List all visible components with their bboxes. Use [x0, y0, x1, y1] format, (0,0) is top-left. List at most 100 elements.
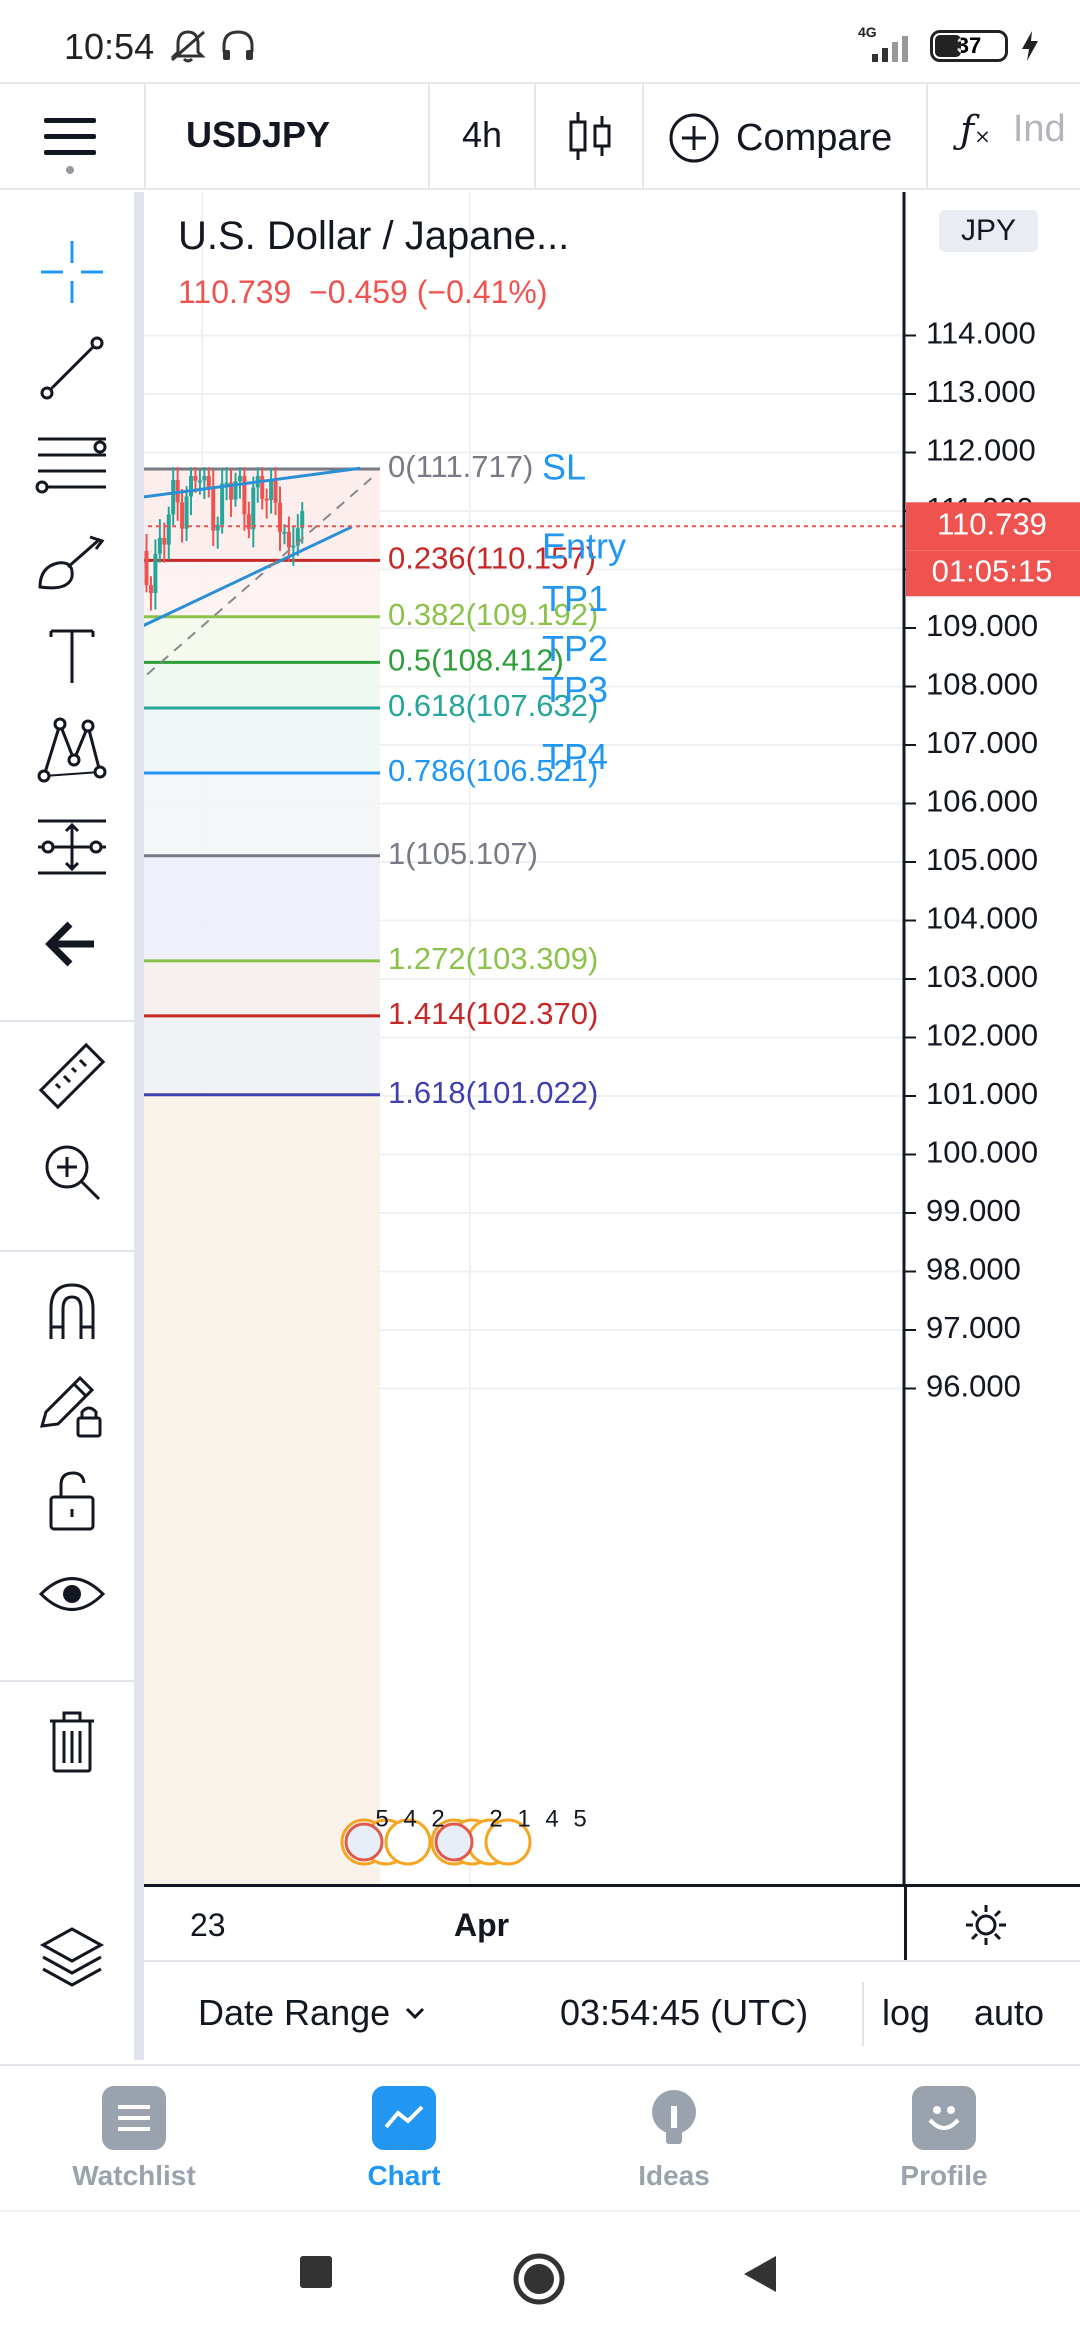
pattern-tool[interactable] [26, 710, 118, 790]
currency-chip[interactable]: JPY [939, 210, 1039, 252]
candle-body [286, 531, 291, 548]
chart-type-button[interactable] [560, 106, 620, 171]
candle-body [189, 475, 193, 497]
toolbar-divider [144, 84, 146, 188]
back-button[interactable] [740, 2252, 780, 2296]
indicators-button[interactable]: ƒ× Ind [960, 108, 1066, 152]
auto-scale-toggle[interactable]: auto [974, 1992, 1045, 2033]
candle-body [273, 480, 278, 503]
text-icon [49, 629, 95, 683]
price-tick-label: 102.000 [926, 1018, 1038, 1053]
indicators-label: Ind [1012, 108, 1066, 150]
event-badge [384, 1818, 432, 1866]
smiley-icon [912, 2086, 976, 2150]
nav-ideas[interactable]: Ideas [574, 2086, 774, 2192]
notifications-off-icon [170, 30, 206, 63]
price-chart[interactable]: 0(111.717) 0.236(110.157) 0.382(109.192) 0.… [144, 192, 1080, 1884]
magnet-tool[interactable] [26, 1270, 118, 1350]
toolbar-divider [534, 84, 536, 188]
candle-body [166, 514, 171, 545]
brush-tool[interactable] [26, 522, 118, 602]
menu-button[interactable] [0, 84, 144, 188]
countdown-label: 01:05:15 [932, 553, 1053, 588]
wedge-upper-line [144, 466, 361, 499]
wedge-lower-line [144, 525, 353, 627]
price-tick-label: 109.000 [926, 608, 1038, 643]
nav-ideas-label: Ideas [638, 2160, 710, 2191]
interval-button[interactable]: 4h [462, 114, 503, 155]
nav-chart[interactable]: Chart [304, 2086, 504, 2192]
hide-drawings-tool[interactable] [26, 1554, 118, 1634]
home-button[interactable] [512, 2252, 566, 2306]
hide-toolbar-button[interactable] [26, 904, 118, 984]
candle-body [148, 585, 153, 594]
symbol-search-button[interactable]: USDJPY [186, 114, 331, 155]
event-count: 5 [573, 1805, 586, 1832]
toolbar-divider [642, 84, 644, 188]
compare-label: Compare [736, 116, 893, 159]
nav-profile-label: Profile [900, 2160, 988, 2191]
nav-chart-label: Chart [367, 2160, 441, 2191]
candle-body [197, 480, 202, 483]
lock-drawing-tool[interactable] [26, 1364, 118, 1444]
hamburger-icon [44, 118, 96, 174]
log-scale-toggle[interactable]: log [882, 1992, 931, 2033]
battery-level: 37 [956, 33, 982, 58]
price-tick-label: 106.000 [926, 784, 1038, 819]
text-tool[interactable] [26, 616, 118, 696]
toolbar-divider [428, 84, 430, 188]
measure-tool[interactable] [26, 1036, 118, 1116]
candle-body [157, 537, 162, 554]
recents-button[interactable] [296, 2252, 336, 2292]
crosshair-icon [41, 241, 103, 303]
last-price-label: 110.739 [937, 506, 1047, 541]
network-type: 4G [858, 24, 877, 40]
chart-settings-button[interactable] [964, 1903, 1008, 1952]
headset-icon [222, 30, 254, 60]
trend-line-tool[interactable] [26, 328, 118, 408]
price-tick-label: 101.000 [926, 1076, 1038, 1111]
plus-circle-icon [669, 113, 719, 163]
fib-tool[interactable] [26, 424, 118, 504]
pencil-lock-icon [39, 1375, 102, 1438]
status-time: 10:54 [64, 26, 155, 67]
fib-level-label: 0.236(110.157) [388, 541, 596, 576]
zoom-tool[interactable] [26, 1132, 118, 1212]
chart-pane[interactable]: 0(111.717) 0.236(110.157) 0.382(109.192) 0.… [144, 192, 1080, 1960]
remove-drawings-tool[interactable] [26, 1702, 118, 1782]
fib-zone [144, 1015, 380, 1095]
object-tree-tool[interactable] [26, 1916, 118, 1996]
battery-indicator: 37 [930, 30, 1008, 62]
candle-body [211, 486, 216, 531]
status-bar: 10:54 4G 37 [0, 0, 1080, 82]
prediction-tool[interactable] [26, 808, 118, 888]
candle-body [220, 483, 225, 525]
lock-all-tool[interactable] [26, 1460, 118, 1540]
price-tick-label: 97.000 [926, 1310, 1021, 1345]
annotation-label: TP4 [542, 736, 608, 777]
candle-body [264, 498, 269, 501]
crosshair-tool[interactable] [26, 232, 118, 312]
event-count: 4 [545, 1805, 558, 1832]
compare-button[interactable]: Compare [668, 112, 892, 164]
nav-profile[interactable]: Profile [844, 2086, 1044, 2192]
chart-footer: Date Range 03:54:45 (UTC) log auto [144, 1960, 1080, 2064]
time-label: 23 [190, 1907, 226, 1943]
system-navigation [0, 2210, 1080, 2340]
price-tick-label: 100.000 [926, 1135, 1038, 1170]
top-toolbar: USDJPY 4h Compare ƒ× Ind [0, 82, 1080, 190]
countdown-marker [906, 550, 1080, 597]
date-range-button[interactable]: Date Range [198, 1992, 426, 2034]
annotation-label: Entry [542, 526, 626, 567]
candle-body [269, 480, 274, 500]
nav-watchlist[interactable]: Watchlist [34, 2086, 234, 2192]
bottom-navigation: Watchlist Chart Ideas Profile [0, 2064, 1080, 2210]
chevron-down-icon [406, 2007, 425, 2020]
axis-divider [904, 1884, 907, 1960]
fib-trend-line [144, 475, 375, 679]
time-axis[interactable]: 23 Apr [144, 1884, 1080, 1960]
utc-clock[interactable]: 03:54:45 (UTC) [560, 1992, 809, 2033]
eye-icon [38, 1577, 106, 1611]
price-tick-label: 98.000 [926, 1252, 1021, 1287]
annotation-label: SL [542, 447, 586, 488]
